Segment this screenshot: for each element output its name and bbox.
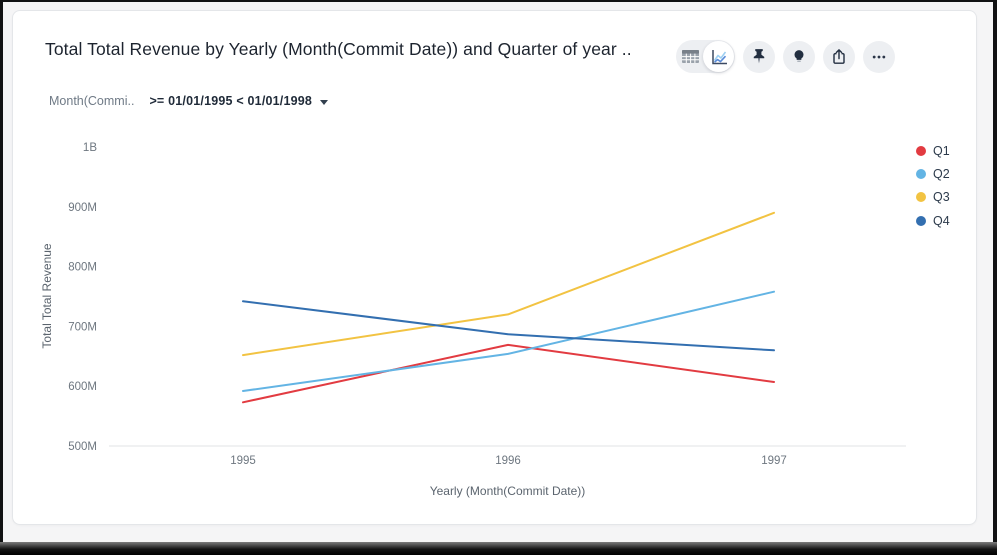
legend-dot — [916, 215, 926, 226]
x-axis-title: Yearly (Month(Commit Date)) — [430, 484, 586, 498]
pin-button[interactable] — [743, 40, 775, 73]
answer-card: Total Total Revenue by Yearly (Month(Com… — [12, 10, 977, 525]
chevron-down-icon — [320, 99, 329, 105]
series-line-q2 — [242, 290, 775, 392]
app-background: Total Total Revenue by Yearly (Month(Com… — [3, 2, 993, 542]
x-axis-tick: 1996 — [495, 455, 521, 467]
legend-dot — [916, 169, 926, 180]
share-button[interactable] — [823, 40, 855, 73]
y-axis-tick: 800M — [68, 262, 97, 274]
series-line-q3 — [242, 211, 775, 357]
table-view-button[interactable] — [676, 40, 705, 73]
legend-label: Q3 — [933, 190, 950, 205]
legend-label: Q4 — [933, 213, 950, 228]
view-mode-toggle — [676, 40, 735, 73]
pin-icon — [749, 47, 769, 67]
table-view-icon — [681, 48, 700, 65]
legend-item-q1[interactable]: Q1 — [916, 139, 950, 162]
more-actions-button[interactable] — [863, 40, 895, 73]
y-axis-tick: 700M — [68, 321, 97, 333]
y-axis-tick: 600M — [68, 381, 97, 393]
legend-item-q4[interactable]: Q4 — [916, 209, 950, 232]
ellipsis-icon — [869, 47, 889, 67]
legend-item-q3[interactable]: Q3 — [916, 186, 950, 209]
date-filter-chip[interactable]: Month(Commi.. >= 01/01/1995 < 01/01/1998 — [49, 94, 329, 108]
series-line-q1 — [242, 343, 775, 404]
x-axis-tick: 1995 — [230, 455, 256, 467]
y-axis-tick: 1B — [83, 142, 97, 154]
chart-legend: Q1 Q2 Q3 Q4 — [916, 139, 950, 233]
y-axis-tick: 900M — [68, 202, 97, 214]
window-bottom-shadow — [0, 542, 997, 555]
x-axis-tick: 1997 — [761, 455, 787, 467]
answer-title: Total Total Revenue by Yearly (Month(Com… — [45, 39, 632, 59]
y-axis-tick: 500M — [68, 441, 97, 453]
chart-view-icon — [709, 47, 729, 67]
legend-dot — [916, 145, 926, 156]
chart-view-button[interactable] — [703, 41, 734, 72]
series-line-q4 — [242, 300, 775, 352]
y-axis-title: Total Total Revenue — [40, 243, 54, 349]
answer-toolbar — [676, 40, 895, 73]
filter-condition-value: >= 01/01/1995 < 01/01/1998 — [149, 94, 313, 108]
filter-field-label: Month(Commi.. — [49, 94, 135, 108]
legend-label: Q2 — [933, 167, 950, 182]
legend-dot — [916, 192, 926, 203]
line-chart: 1B 900M 800M 700M 600M 500M 1995 1996 1997 Yearly… — [40, 142, 906, 498]
legend-label: Q1 — [933, 143, 950, 158]
insights-button[interactable] — [783, 40, 815, 73]
legend-item-q2[interactable]: Q2 — [916, 162, 950, 185]
share-icon — [829, 47, 849, 67]
lightbulb-icon — [789, 47, 809, 67]
